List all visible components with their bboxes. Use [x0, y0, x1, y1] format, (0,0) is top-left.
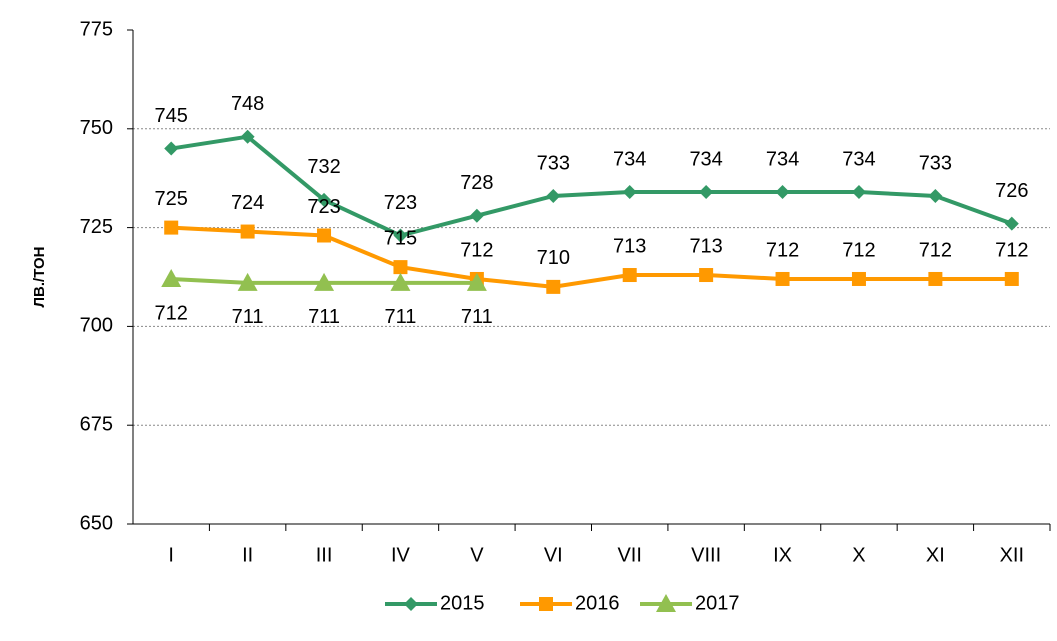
- x-tick-label: IV: [391, 544, 411, 566]
- data-label: 723: [384, 192, 417, 214]
- data-label: 712: [460, 239, 493, 261]
- point: [393, 260, 408, 275]
- point: [317, 228, 332, 243]
- point: [699, 185, 714, 200]
- point: [851, 185, 866, 200]
- data-label: 733: [537, 152, 570, 174]
- legend-label: 2015: [440, 592, 485, 614]
- data-label: 734: [842, 148, 875, 170]
- x-tick-label: V: [470, 544, 484, 566]
- data-label: 732: [307, 156, 340, 178]
- legend-marker: [539, 597, 553, 611]
- x-tick-label: XI: [926, 544, 945, 566]
- point: [240, 224, 255, 239]
- point: [928, 271, 943, 286]
- x-tick-label: II: [242, 544, 253, 566]
- data-label: 734: [689, 148, 722, 170]
- data-label: 713: [613, 235, 646, 257]
- data-label: 726: [995, 180, 1028, 202]
- data-label: 723: [307, 196, 340, 218]
- point: [237, 272, 258, 291]
- x-tick-label: III: [316, 544, 333, 566]
- x-tick-label: VI: [544, 544, 563, 566]
- y-tick-label: 700: [80, 315, 113, 337]
- data-label: 734: [613, 148, 646, 170]
- data-label: 711: [308, 306, 340, 328]
- x-tick-label: X: [852, 544, 865, 566]
- point: [622, 185, 637, 200]
- point: [851, 271, 866, 286]
- point: [161, 268, 182, 287]
- series-line: [170, 134, 1013, 238]
- point: [622, 268, 637, 283]
- y-tick-label: 775: [80, 18, 113, 40]
- point: [164, 141, 179, 156]
- x-tick-label: XII: [1000, 544, 1024, 566]
- point: [469, 208, 484, 223]
- legend-label: 2017: [695, 592, 740, 614]
- data-label: 745: [155, 105, 188, 127]
- x-tick-label: VIII: [691, 544, 721, 566]
- data-label: 733: [919, 152, 952, 174]
- point: [775, 185, 790, 200]
- data-label: 712: [995, 239, 1028, 261]
- point: [466, 272, 487, 291]
- legend-marker: [404, 597, 418, 611]
- point: [775, 271, 790, 286]
- data-label: 711: [232, 306, 264, 328]
- point: [1004, 216, 1019, 231]
- y-tick-label: 675: [80, 413, 113, 435]
- x-tick-label: IX: [773, 544, 792, 566]
- point: [317, 192, 332, 207]
- point: [546, 188, 561, 203]
- data-label: 712: [842, 239, 875, 261]
- point: [928, 188, 943, 203]
- data-label: 748: [231, 93, 264, 115]
- point: [390, 272, 411, 291]
- y-tick-label: 725: [80, 216, 113, 238]
- series-line: [171, 225, 1012, 289]
- point: [393, 228, 408, 243]
- data-label: 712: [766, 239, 799, 261]
- point: [314, 272, 335, 291]
- data-label: 728: [460, 172, 493, 194]
- point: [240, 129, 255, 144]
- data-label: 713: [689, 235, 722, 257]
- point: [546, 279, 561, 294]
- legend-label: 2016: [575, 592, 620, 614]
- legend-marker: [656, 594, 676, 612]
- data-label: 734: [766, 148, 799, 170]
- point: [1004, 271, 1019, 286]
- data-label: 712: [919, 239, 952, 261]
- data-label: 725: [155, 188, 188, 210]
- y-tick-label: 650: [80, 512, 113, 534]
- x-tick-label: VII: [617, 544, 641, 566]
- y-axis-title: ЛВ./ТОН: [31, 247, 48, 308]
- data-label: 724: [231, 192, 264, 214]
- y-tick-label: 750: [80, 117, 113, 139]
- data-label: 715: [384, 227, 417, 249]
- data-label: 710: [537, 247, 570, 269]
- data-label: 711: [385, 306, 417, 328]
- x-tick-label: I: [168, 544, 174, 566]
- point: [164, 220, 179, 235]
- point: [699, 268, 714, 283]
- data-label: 711: [461, 306, 493, 328]
- data-label: 712: [155, 302, 188, 324]
